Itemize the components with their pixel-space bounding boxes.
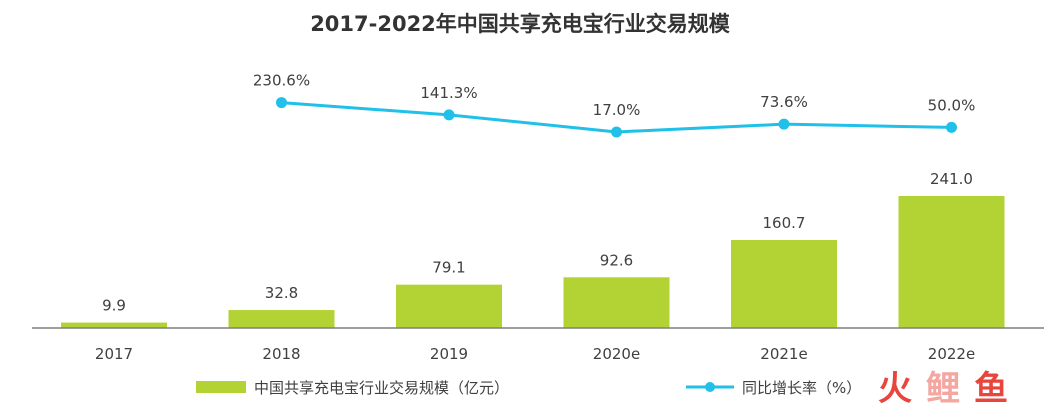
x-tick-label: 2020e [593,345,640,363]
bar-2022e [898,196,1005,328]
growth-point-2019 [443,109,455,121]
growth-value-label: 73.6% [760,93,808,111]
growth-point-2018 [276,97,287,109]
growth-value-label: 141.3% [420,84,477,102]
watermark-char: 鱼 [974,369,1008,408]
x-tick-label: 2017 [95,345,133,363]
bar-layer: 9.9 32.8 79.1 92.6 160.7 241.0 [61,170,1005,328]
x-tick-label: 2019 [430,345,468,363]
growth-point-2022e [946,121,957,133]
bar-2020e [563,277,670,328]
legend-bar-label: 中国共享充电宝行业交易规模（亿元） [254,379,509,397]
x-tick-label: 2018 [262,345,300,363]
growth-line-layer: 230.6% 141.3% 17.0% 73.6% 50.0% [253,72,975,138]
watermark-char: 火 [878,369,912,408]
x-tick-layer: 2017 2018 2019 2020e 2021e 2022e [95,345,975,363]
watermark-char: 鲤 [926,369,960,408]
legend-bar-swatch [196,381,246,393]
legend-line-marker [705,382,715,392]
growth-value-label: 230.6% [253,72,310,90]
bar-value-label: 92.6 [600,251,633,269]
legend-line-label: 同比增长率（%） [742,379,861,397]
bar-2019 [396,284,502,328]
growth-value-label: 17.0% [593,101,641,119]
growth-value-label: 50.0% [928,96,976,114]
bar-value-label: 79.1 [432,259,465,277]
bar-value-label: 160.7 [763,214,806,232]
bar-2021e [731,239,837,328]
bar-value-label: 241.0 [930,170,973,188]
x-tick-label: 2021e [760,345,807,363]
x-tick-label: 2022e [928,345,975,363]
bar-value-label: 32.8 [265,284,298,302]
watermark-logo: 火鲤鱼 [878,369,1008,408]
growth-point-2021e [778,118,790,130]
chart-title: 2017-2022年中国共享充电宝行业交易规模 [310,12,731,36]
growth-point-2020e [611,126,622,138]
bar-2017 [61,322,167,328]
legend: 中国共享充电宝行业交易规模（亿元） 同比增长率（%） [196,379,861,397]
bar-2018 [228,310,335,328]
bar-value-label: 9.9 [102,297,126,315]
